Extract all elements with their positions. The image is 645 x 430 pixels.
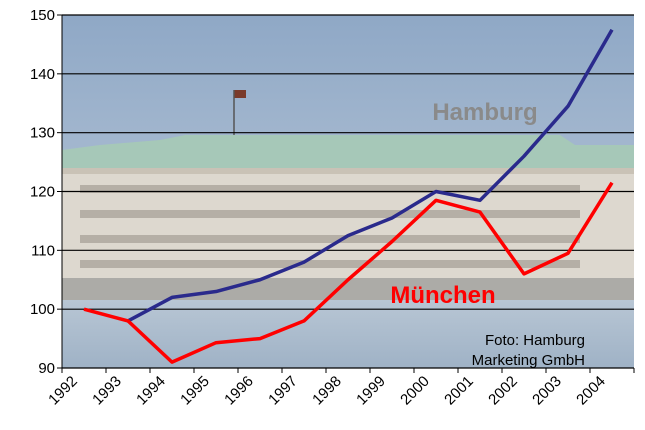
x-tick-label: 2002 (485, 373, 521, 409)
x-tick-label: 2004 (573, 373, 609, 409)
x-tick-label: 1995 (177, 373, 213, 409)
y-tick-label: 120 (30, 184, 55, 201)
x-tick-label: 2001 (441, 373, 477, 409)
x-tick-label: 1999 (353, 373, 389, 409)
y-tick-label: 150 (30, 7, 55, 24)
y-tick-label: 110 (31, 242, 55, 259)
series-label: Hamburg (432, 99, 537, 126)
series-label: München (390, 282, 495, 309)
x-tick-label: 1993 (89, 373, 125, 409)
photo-credit: Marketing GmbH (472, 352, 585, 369)
x-tick-label: 2003 (529, 373, 565, 409)
chart: 90 100 110 120 130 140 150 19921993199419951996… (0, 0, 645, 430)
y-tick-label: 130 (30, 125, 55, 142)
x-tick-label: 1994 (133, 373, 169, 409)
x-tick-label: 2000 (397, 373, 433, 409)
x-tick-label: 1996 (221, 373, 257, 409)
y-tick-label: 140 (30, 66, 55, 83)
y-tick-label: 90 (38, 360, 55, 377)
photo-credit: Foto: Hamburg (485, 332, 585, 349)
x-tick-label: 1998 (309, 373, 345, 409)
x-tick-label: 1992 (45, 373, 81, 409)
y-tick-label: 100 (30, 301, 55, 318)
x-tick-label: 1997 (265, 373, 301, 409)
